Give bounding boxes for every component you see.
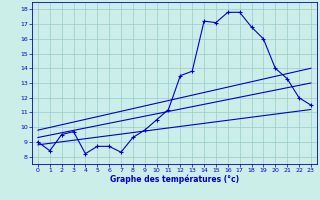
X-axis label: Graphe des températures (°c): Graphe des températures (°c) — [110, 175, 239, 184]
